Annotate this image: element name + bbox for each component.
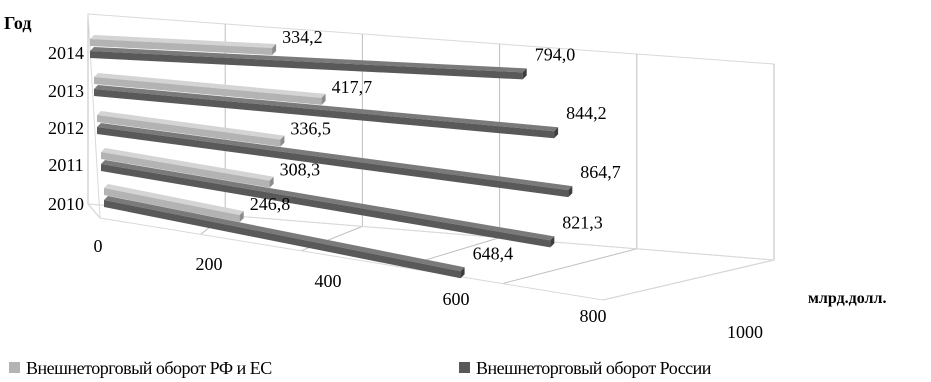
value-label: 794,0: [535, 44, 576, 64]
bar-eu-2013: [94, 73, 326, 105]
x-tick-label: 200: [196, 254, 223, 274]
category-label: 2011: [48, 155, 83, 175]
value-label: 821,3: [562, 212, 603, 232]
bars: [90, 35, 573, 279]
bar-russia-2012: [97, 123, 573, 198]
value-label: 648,4: [473, 243, 513, 263]
legend-label-eu: Внешнеторговый оборот РФ и ЕС: [26, 358, 272, 378]
value-label: 246,8: [250, 194, 291, 214]
bar-russia-2011: [101, 160, 555, 248]
bar-eu-2011: [101, 148, 274, 188]
bar-eu-2012: [97, 111, 285, 147]
bar-eu-2010: [104, 184, 244, 223]
bar-eu-2014: [90, 35, 277, 55]
category-label: 2010: [48, 194, 84, 214]
y-axis-title: Год: [4, 13, 31, 33]
x-tick-label: 1000: [727, 322, 763, 342]
value-label: 334,2: [282, 27, 323, 47]
value-label: 308,3: [280, 160, 321, 180]
bar-russia-2010: [104, 196, 465, 279]
category-labels: 2014 2013 2012 2011 2010: [48, 43, 84, 214]
value-label: 844,2: [566, 103, 607, 123]
x-tick-label: 600: [443, 289, 470, 309]
category-label: 2013: [48, 81, 84, 101]
x-tick-label: 800: [580, 306, 607, 326]
x-tick-labels: 0 200 400 600 800 1000: [94, 236, 764, 342]
x-tick-label: 400: [315, 271, 342, 291]
value-label: 864,7: [580, 162, 621, 182]
category-label: 2014: [48, 43, 84, 63]
value-label: 336,5: [290, 119, 331, 139]
x-tick-label: 0: [94, 236, 103, 256]
bar-russia-2014: [90, 47, 527, 80]
bar-russia-2013: [94, 85, 559, 139]
x-axis-title: млрд.долл.: [808, 290, 887, 307]
category-label: 2012: [48, 118, 84, 138]
legend-swatch-eu: [9, 362, 20, 373]
legend-label-russia: Внешнеторговый оборот России: [476, 358, 712, 378]
value-labels: 794,0 334,2 844,2 417,7 864,7 336,5 821,3 308,3…: [250, 27, 621, 263]
value-label: 417,7: [332, 77, 373, 97]
legend-swatch-russia: [459, 362, 470, 373]
legend: Внешнеторговый оборот РФ и ЕС Внешнеторг…: [9, 358, 712, 378]
